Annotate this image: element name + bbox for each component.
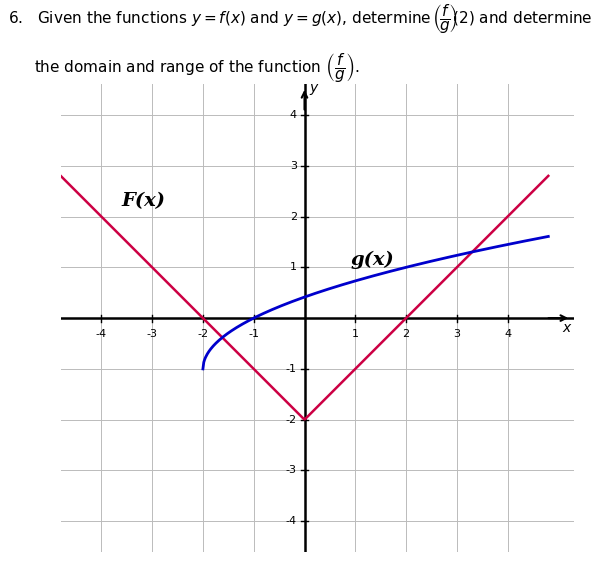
Text: 4: 4 xyxy=(504,329,511,339)
Text: -4: -4 xyxy=(285,516,297,526)
Text: 4: 4 xyxy=(290,110,297,120)
Text: -2: -2 xyxy=(285,415,297,425)
Text: -1: -1 xyxy=(248,329,259,339)
Text: -4: -4 xyxy=(96,329,107,339)
Text: 1: 1 xyxy=(290,262,297,272)
Text: 1: 1 xyxy=(352,329,359,339)
Text: -3: -3 xyxy=(146,329,157,339)
Text: 6.   Given the functions $y = f(x)$ and $y = g(x)$, determine $\!\left(\!\dfrac{: 6. Given the functions $y = f(x)$ and $y… xyxy=(8,2,592,35)
Text: 3: 3 xyxy=(290,160,297,171)
Text: y: y xyxy=(309,81,318,95)
Text: 3: 3 xyxy=(453,329,461,339)
Text: F(x): F(x) xyxy=(121,193,166,211)
Text: x: x xyxy=(562,321,570,336)
Text: 2: 2 xyxy=(403,329,410,339)
Text: 2: 2 xyxy=(290,212,297,221)
Text: -2: -2 xyxy=(198,329,209,339)
Text: the domain and range of the function $\left(\dfrac{f}{g}\right)$.: the domain and range of the function $\l… xyxy=(34,51,360,84)
Text: -3: -3 xyxy=(286,466,297,476)
Text: -1: -1 xyxy=(286,364,297,374)
Text: g(x): g(x) xyxy=(350,251,394,269)
